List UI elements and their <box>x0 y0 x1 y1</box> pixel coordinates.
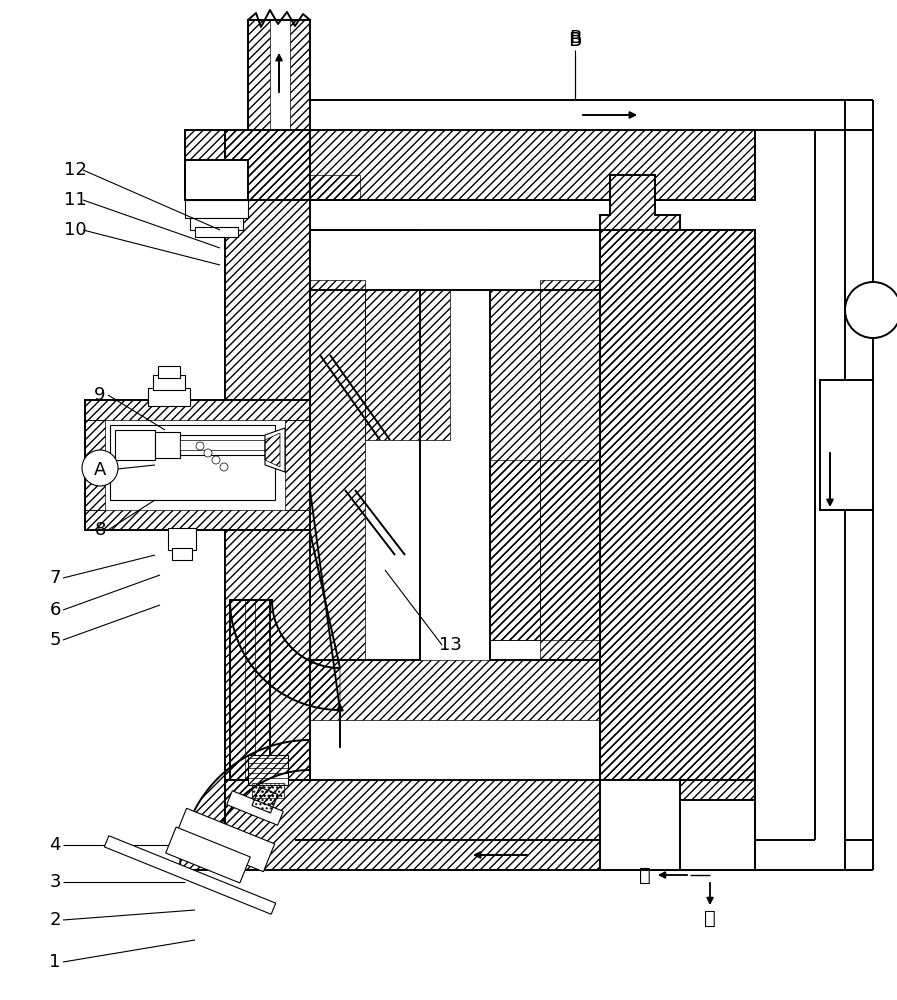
Text: 7: 7 <box>49 569 61 587</box>
Bar <box>155 432 180 458</box>
Circle shape <box>212 456 220 464</box>
Bar <box>820 380 873 510</box>
Bar <box>168 528 196 550</box>
Polygon shape <box>227 791 283 825</box>
Text: 上: 上 <box>640 865 651 884</box>
Text: 11: 11 <box>64 191 86 209</box>
Polygon shape <box>175 808 274 872</box>
Circle shape <box>845 282 897 338</box>
Text: B: B <box>569 29 581 47</box>
Text: 9: 9 <box>94 386 106 404</box>
Text: 2: 2 <box>49 911 61 929</box>
Bar <box>158 366 180 378</box>
Bar <box>153 375 185 390</box>
Circle shape <box>82 450 118 486</box>
Text: 13: 13 <box>439 636 461 654</box>
Polygon shape <box>680 800 755 870</box>
Circle shape <box>220 463 228 471</box>
Text: 10: 10 <box>64 221 86 239</box>
Text: 8: 8 <box>94 521 106 539</box>
Text: 6: 6 <box>49 601 61 619</box>
Circle shape <box>204 449 212 457</box>
Bar <box>185 200 248 218</box>
Text: 12: 12 <box>64 161 86 179</box>
Polygon shape <box>600 780 680 870</box>
Text: 4: 4 <box>49 836 61 854</box>
Bar <box>248 20 310 130</box>
Bar <box>110 425 275 500</box>
Polygon shape <box>600 230 755 780</box>
Text: B: B <box>569 30 581 49</box>
Text: 5: 5 <box>49 631 61 649</box>
Bar <box>180 440 265 450</box>
Bar <box>172 548 192 560</box>
Bar <box>248 755 288 785</box>
Polygon shape <box>265 428 285 472</box>
Polygon shape <box>185 160 248 200</box>
Text: 左: 左 <box>704 908 716 928</box>
Polygon shape <box>166 827 250 883</box>
Bar <box>190 218 243 230</box>
Polygon shape <box>104 836 275 914</box>
Text: 1: 1 <box>49 953 61 971</box>
Bar <box>115 430 155 460</box>
Bar <box>180 435 265 455</box>
Bar <box>252 783 284 798</box>
Bar <box>490 230 600 660</box>
Bar <box>310 230 600 290</box>
Circle shape <box>196 442 204 450</box>
Polygon shape <box>85 400 310 530</box>
Text: A: A <box>94 461 106 479</box>
Bar <box>310 230 420 660</box>
Text: 3: 3 <box>49 873 61 891</box>
Bar <box>195 227 238 237</box>
Bar <box>148 388 190 406</box>
